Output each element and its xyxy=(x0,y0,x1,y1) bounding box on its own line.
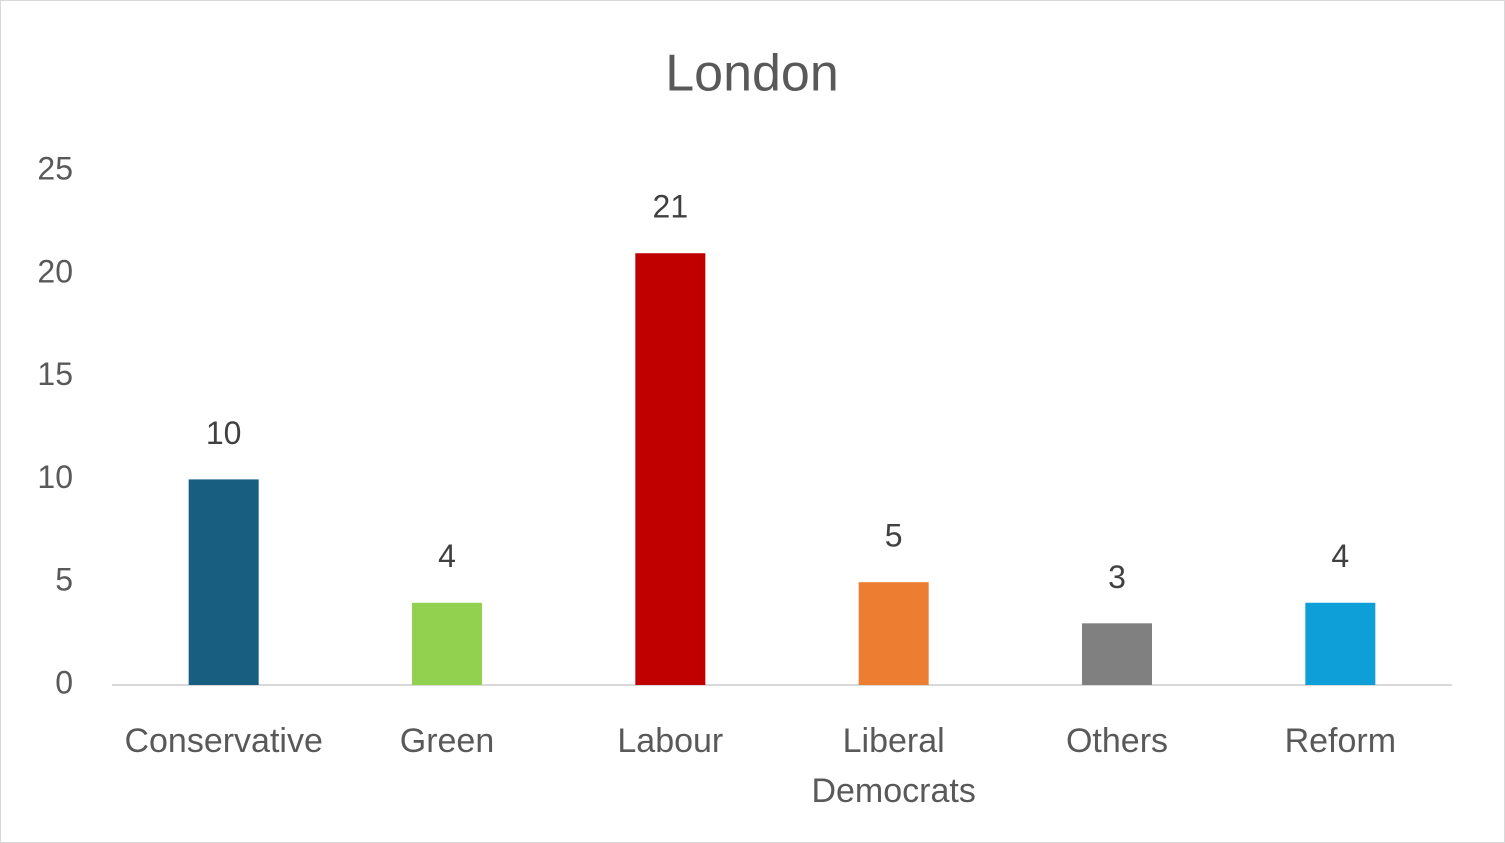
bar xyxy=(1305,602,1376,685)
value-label: 21 xyxy=(653,189,689,225)
y-tick-label: 10 xyxy=(37,459,73,495)
y-tick-label: 0 xyxy=(55,664,73,700)
chart-title: London xyxy=(665,45,839,103)
bar xyxy=(1082,623,1152,685)
x-tick-label: Others xyxy=(1065,722,1169,760)
bar xyxy=(635,253,706,686)
value-label: 4 xyxy=(438,538,456,574)
y-tick-label: 15 xyxy=(37,356,73,392)
x-tick-label: Liberal Democrats xyxy=(811,722,976,810)
value-label: 10 xyxy=(206,415,242,451)
y-tick-label: 25 xyxy=(37,150,73,186)
bar xyxy=(188,479,259,685)
value-label: 3 xyxy=(1108,559,1126,595)
x-tick-label: Conservative xyxy=(124,722,323,760)
bar xyxy=(858,582,929,685)
y-tick-label: 20 xyxy=(37,253,73,289)
y-tick-label: 5 xyxy=(55,562,73,598)
x-tick-label: Labour xyxy=(617,722,724,760)
x-tick-label: Green xyxy=(399,722,495,760)
bar xyxy=(412,602,482,685)
x-tick-label: Reform xyxy=(1284,722,1397,760)
value-label: 4 xyxy=(1331,538,1349,574)
value-label: 5 xyxy=(885,518,903,554)
